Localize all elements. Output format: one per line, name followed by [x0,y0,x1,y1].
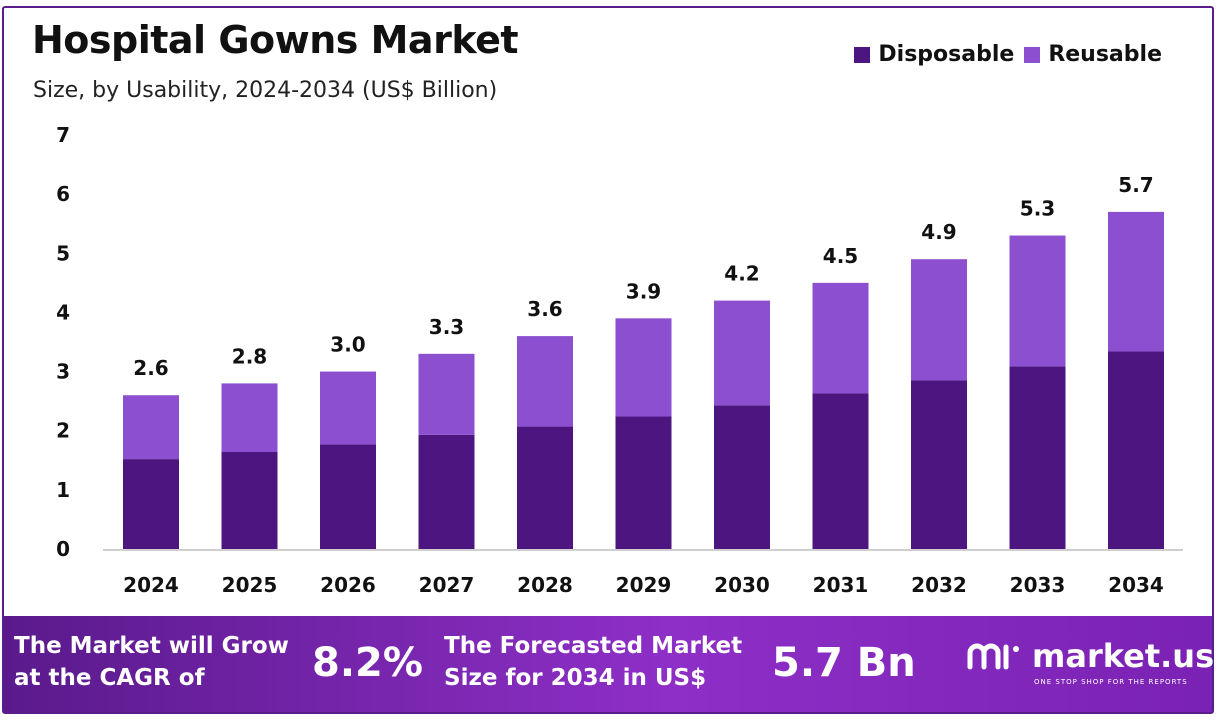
y-tick-label: 0 [56,537,70,561]
x-tick-label: 2027 [419,573,475,597]
brand-tagline: ONE STOP SHOP FOR THE REPORTS [1034,678,1188,686]
bar-reusable-2030 [714,300,770,406]
total-label-2034: 5.7 [1118,173,1153,197]
bar-reusable-2032 [911,259,967,381]
bar-reusable-2034 [1108,211,1164,352]
bar-disposable-2029 [615,416,672,549]
x-tick-label: 2033 [1010,573,1066,597]
brand-name: market.us [1032,637,1215,675]
legend-item-disposable: Disposable [854,42,1014,67]
total-label-2029: 3.9 [626,279,661,303]
bar-reusable-2031 [812,282,869,394]
bar-reusable-2028 [517,336,573,427]
y-tick-label: 5 [56,241,70,265]
bar-disposable-2025 [221,452,278,549]
x-tick-label: 2034 [1108,573,1164,597]
total-label-2025: 2.8 [232,344,267,368]
bar-disposable-2027 [418,434,475,549]
y-tick-label: 7 [56,123,70,147]
x-tick-label: 2031 [813,573,869,597]
chart-subtitle: Size, by Usability, 2024-2034 (US$ Billi… [33,78,498,103]
legend-label-disposable: Disposable [878,42,1015,67]
total-label-2026: 3.0 [330,333,365,357]
y-tick-label: 2 [56,419,70,443]
x-tick-label: 2024 [123,573,179,597]
bar-disposable-2032 [911,380,967,549]
footer-banner: The Market will Grow at the CAGR of 8.2%… [4,616,1215,712]
x-tick-label: 2030 [714,573,770,597]
total-label-2031: 4.5 [823,244,858,268]
chart-title: Hospital Gowns Market [32,18,519,62]
bar-disposable-2024 [123,459,179,549]
total-label-2027: 3.3 [429,315,464,339]
total-label-2024: 2.6 [133,356,168,380]
legend-label-reusable: Reusable [1048,42,1162,67]
legend-swatch-disposable [854,46,871,63]
forecast-label: The Forecasted Market Size for 2034 in U… [444,633,743,691]
total-label-2033: 5.3 [1020,197,1055,221]
forecast-value: 5.7 Bn [772,640,916,686]
y-tick-label: 4 [56,300,70,324]
brand-logo: market.us ONE STOP SHOP FOR THE REPORTS [966,637,1215,686]
x-tick-label: 2032 [911,573,967,597]
bar-disposable-2026 [320,444,376,549]
cagr-label: The Market will Grow at the CAGR of [14,633,289,691]
bar-reusable-2033 [1009,235,1066,367]
y-tick-label: 1 [56,478,70,502]
total-label-2028: 3.6 [527,297,562,321]
y-tick-label: 6 [56,182,70,206]
market-us-logo-icon [967,643,1019,670]
legend: Disposable Reusable [854,42,1162,67]
x-tick-label: 2026 [320,573,376,597]
bar-disposable-2030 [714,405,770,549]
x-tick-label: 2025 [222,573,278,597]
bar-reusable-2025 [221,383,278,453]
bar-chart: 0 1 2 3 4 5 6 7 2.6 2024 2.8 2025 3.0 2026 3.3 2027 3.6 2… [56,123,1183,597]
x-tick-label: 2029 [616,573,672,597]
total-label-2030: 4.2 [724,262,759,286]
legend-swatch-reusable [1024,46,1041,63]
total-label-2032: 4.9 [921,220,956,244]
bar-reusable-2024 [123,395,179,460]
bar-disposable-2028 [517,426,573,549]
bar-disposable-2031 [812,393,869,549]
bar-reusable-2029 [615,318,672,417]
bar-reusable-2027 [418,353,475,435]
bar-reusable-2026 [320,371,376,445]
x-tick-label: 2028 [517,573,573,597]
legend-item-reusable: Reusable [1024,42,1162,67]
y-tick-label: 3 [56,360,70,384]
bar-disposable-2033 [1009,366,1066,549]
cagr-value: 8.2% [312,640,423,686]
bar-disposable-2034 [1108,351,1164,549]
